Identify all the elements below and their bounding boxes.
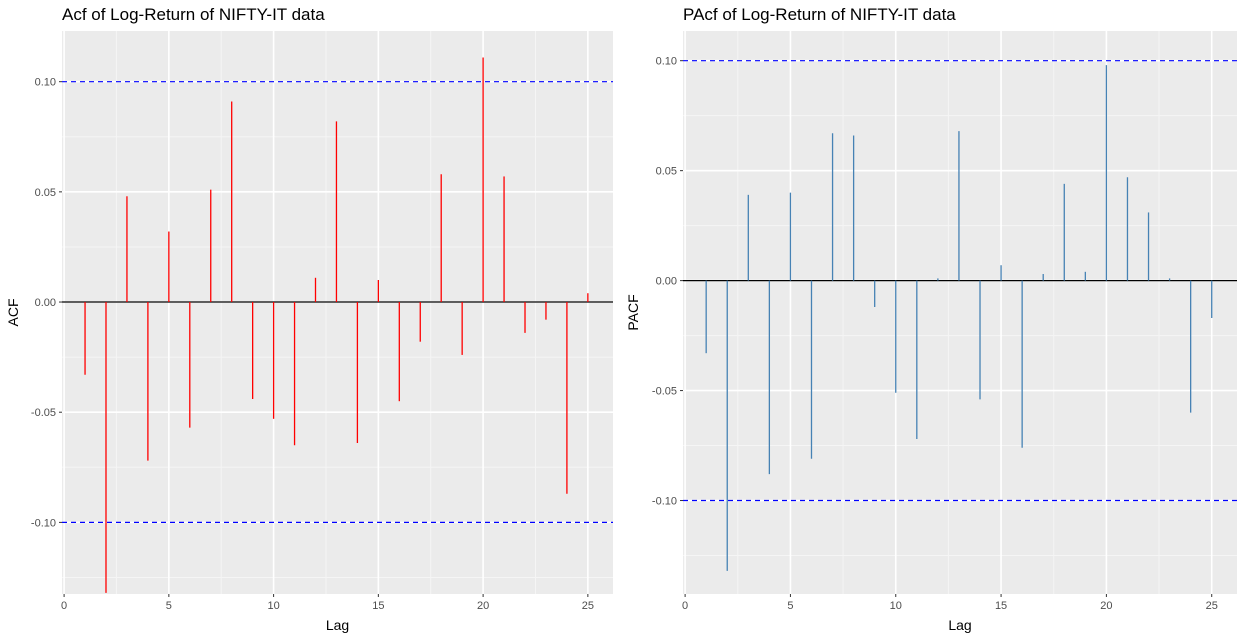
pacf-x-tick-label: 15 [995,600,1007,612]
pacf-y-tick-label: 0.00 [656,276,677,288]
acf-y-tick-label: -0.10 [31,517,56,529]
acf-y-axis-ticks: -0.10 -0.05 0.00 0.05 0.10 [31,77,62,529]
pacf-y-tick-label: 0.05 [656,166,677,178]
acf-confidence-lines [62,81,613,523]
pacf-x-tick-label: 5 [787,600,793,612]
acf-x-tick-label: 10 [267,600,279,612]
pacf-y-tick-label: -0.05 [652,386,677,398]
acf-y-tick-label: 0.00 [35,297,56,309]
acf-plot-panel [62,31,613,594]
pacf-x-tick-label: 10 [890,600,902,612]
pacf-chart-title: PAcf of Log-Return of NIFTY-IT data [683,5,956,24]
acf-x-axis-ticks: 0 5 10 15 20 25 [61,594,594,612]
pacf-x-axis-title: Lag [948,617,971,633]
pacf-chart: PAcf of Log-Return of NIFTY-IT data -0.1… [625,5,1237,633]
pacf-y-tick-label: -0.10 [652,496,677,508]
pacf-bars [705,65,1213,571]
acf-x-axis-title: Lag [326,617,349,633]
acf-y-tick-label: 0.10 [35,77,56,89]
acf-x-tick-label: 25 [582,600,594,612]
acf-y-tick-label: -0.05 [31,407,56,419]
pacf-y-tick-label: 0.10 [656,56,677,68]
acf-x-tick-label: 5 [166,600,172,612]
pacf-x-tick-label: 25 [1206,600,1218,612]
pacf-x-tick-label: 20 [1100,600,1112,612]
acf-x-tick-label: 15 [372,600,384,612]
acf-x-tick-label: 20 [477,600,489,612]
acf-y-tick-label: 0.05 [35,187,56,199]
acf-bars [84,57,589,593]
pacf-x-axis-ticks: 0 5 10 15 20 25 [682,594,1218,612]
pacf-y-axis-title: PACF [625,294,641,330]
acf-chart: Acf of Log-Return of NIFTY-IT data -0.10… [5,5,613,633]
acf-x-tick-label: 0 [61,600,67,612]
acf-chart-title: Acf of Log-Return of NIFTY-IT data [62,5,325,24]
pacf-x-tick-label: 0 [682,600,688,612]
acf-y-axis-title: ACF [5,299,21,327]
pacf-y-axis-ticks: -0.10 -0.05 0.00 0.05 0.10 [652,56,683,508]
pacf-confidence-lines [683,60,1237,502]
